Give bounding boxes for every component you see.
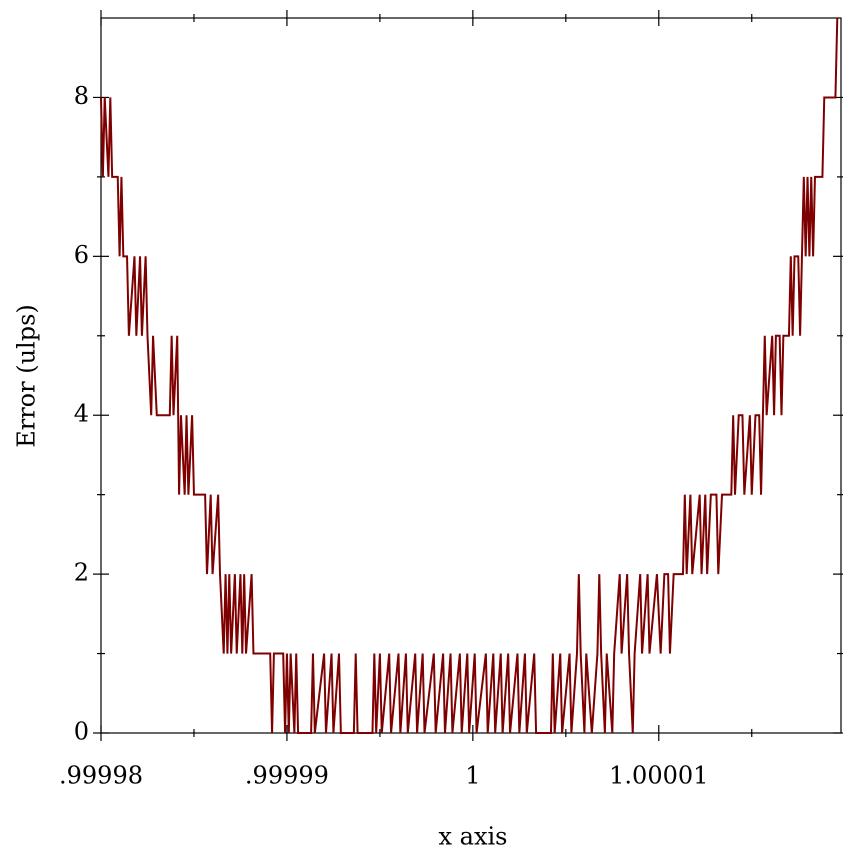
y-axis-label: Error (ulps) <box>13 304 41 448</box>
y-tick-label: 4 <box>74 400 89 428</box>
y-tick-label: 2 <box>74 559 89 587</box>
y-tick-label: 6 <box>74 241 89 269</box>
y-tick-label: 8 <box>74 82 89 110</box>
x-axis-label: x axis <box>439 823 508 851</box>
x-tick-label: 1 <box>465 762 480 790</box>
plot-frame <box>100 17 842 734</box>
y-tick-label: 0 <box>74 718 89 746</box>
x-tick-label: .99999 <box>245 762 329 790</box>
x-tick-label: .99998 <box>59 762 143 790</box>
data-line <box>100 17 839 734</box>
x-tick-label: 1.00001 <box>609 762 708 790</box>
